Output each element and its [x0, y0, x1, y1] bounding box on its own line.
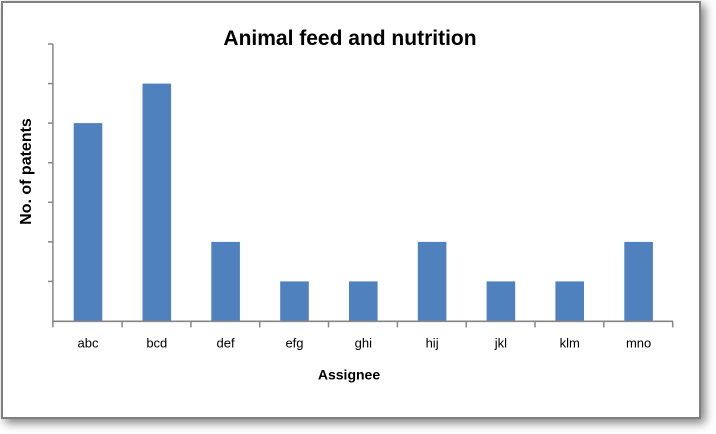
svg-text:abc: abc — [78, 336, 99, 351]
svg-text:mno: mno — [626, 336, 651, 351]
svg-text:No. of patents: No. of patents — [18, 118, 35, 225]
svg-text:ghi: ghi — [355, 336, 372, 351]
svg-text:efg: efg — [285, 336, 303, 351]
svg-text:klm: klm — [560, 336, 580, 351]
svg-text:hij: hij — [426, 336, 439, 351]
svg-text:Animal feed and nutrition: Animal feed and nutrition — [223, 27, 476, 50]
svg-text:bcd: bcd — [146, 336, 167, 351]
svg-text:def: def — [217, 336, 235, 351]
svg-text:Assignee: Assignee — [318, 367, 380, 383]
svg-text:jkl: jkl — [494, 336, 507, 351]
